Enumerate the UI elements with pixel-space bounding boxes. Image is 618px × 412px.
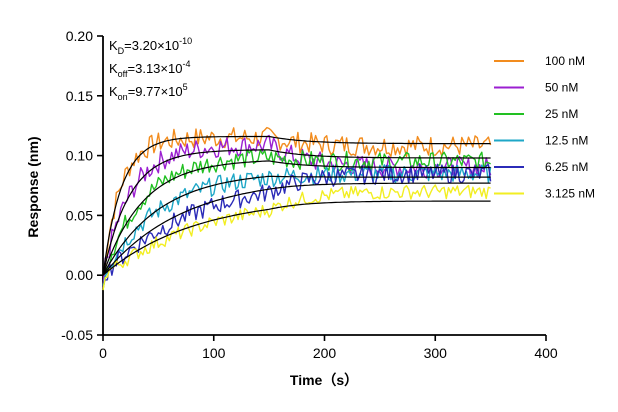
kinetics-line: KD=3.20×10-10 — [109, 36, 192, 56]
y-tick-label: 0.00 — [66, 267, 93, 283]
y-tick-label: 0.15 — [66, 88, 93, 104]
fit-curve — [102, 175, 491, 276]
fit-curves — [102, 135, 491, 276]
fit-curve — [102, 182, 491, 276]
y-tick-label: 0.10 — [66, 148, 93, 164]
x-axis-title: Time（s） — [290, 372, 358, 388]
fit-curve — [102, 149, 491, 276]
y-axis-title: Response (nm) — [25, 136, 41, 237]
x-tick-label: 400 — [534, 345, 558, 361]
kinetics-annotation: KD=3.20×10-10 Koff=3.13×10-4 Kon=9.77×105 — [109, 36, 192, 102]
fit-curve — [102, 200, 491, 276]
tick-labels: -0.05 0.00 0.05 0.10 0.15 0.20 0 100 200 300 400 — [61, 28, 558, 361]
legend-label: 25 nM — [545, 107, 578, 121]
x-tick-label: 200 — [313, 345, 337, 361]
legend-label: 50 nM — [545, 81, 578, 95]
fit-curve — [102, 135, 491, 276]
legend: 100 nM 50 nM 25 nM 12.5 nM 6.25 nM 3.125 nM — [494, 54, 595, 201]
y-tick-label: 0.05 — [66, 207, 93, 223]
series-line — [102, 164, 492, 286]
legend-label: 3.125 nM — [545, 187, 595, 201]
x-tick-label: 100 — [202, 345, 226, 361]
series-line — [102, 184, 491, 291]
y-tick-label: 0.20 — [66, 28, 93, 44]
data-series — [102, 126, 492, 291]
x-tick-label: 300 — [424, 345, 448, 361]
legend-label: 100 nM — [545, 54, 585, 68]
legend-label: 12.5 nM — [545, 134, 588, 148]
kinetics-line: Kon=9.77×105 — [109, 82, 188, 102]
kinetics-line: Koff=3.13×10-4 — [109, 59, 190, 79]
x-tick-label: 0 — [99, 345, 107, 361]
series-line — [102, 163, 492, 284]
legend-label: 6.25 nM — [545, 160, 588, 174]
fit-curve — [102, 160, 491, 276]
y-tick-label: -0.05 — [61, 327, 93, 343]
